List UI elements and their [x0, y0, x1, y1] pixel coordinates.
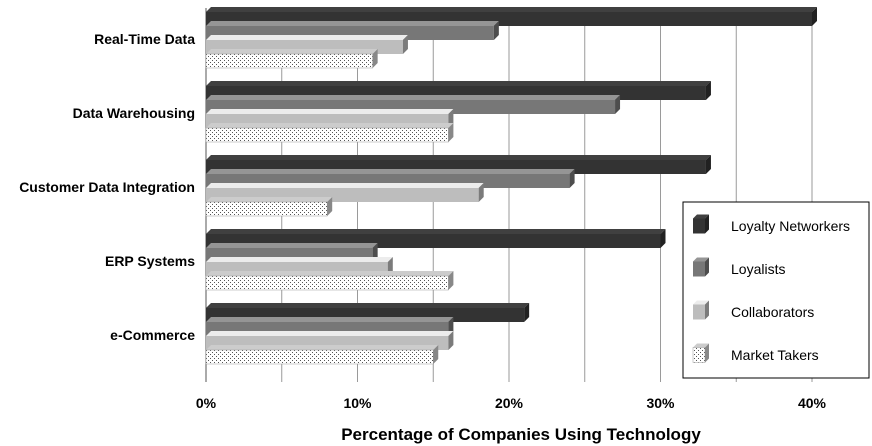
bar-top	[206, 229, 666, 234]
bar-side	[372, 49, 378, 68]
bar-top	[206, 155, 711, 160]
bar-side	[660, 229, 666, 248]
bar-side	[448, 331, 454, 350]
bar-top	[206, 35, 408, 40]
bar	[205, 271, 454, 291]
legend: Loyalty Networkers Loyalists Collaborators…	[682, 201, 870, 379]
legend-item: Market Takers	[692, 343, 819, 363]
x-tick-label: 0%	[196, 395, 217, 411]
x-tick-label: 40%	[798, 395, 827, 411]
category-group	[205, 229, 666, 291]
bar-side	[327, 197, 333, 216]
legend-swatch-side	[705, 257, 709, 277]
bar-side	[812, 7, 817, 26]
bar-top	[206, 95, 621, 100]
legend-swatch-side	[705, 300, 709, 320]
legend-item: Collaborators	[693, 300, 814, 320]
legend-swatch	[693, 218, 705, 234]
x-axis-title: Percentage of Companies Using Technology	[341, 425, 701, 444]
legend-swatch-top	[693, 343, 709, 348]
bars	[205, 7, 817, 365]
bar-top	[206, 257, 393, 262]
category-group	[205, 81, 711, 143]
category-label: ERP Systems	[105, 253, 195, 269]
category-group	[205, 7, 817, 69]
bar-side	[705, 81, 711, 100]
bar-top	[206, 123, 454, 128]
bar-front	[205, 201, 328, 217]
bar-side	[569, 169, 575, 188]
bar-top	[206, 183, 484, 188]
bar-side	[615, 95, 621, 114]
bar-front	[205, 349, 434, 365]
bar-top	[206, 317, 454, 322]
category-label: Customer Data Integration	[19, 179, 195, 195]
bar-side	[402, 35, 408, 54]
bar-front	[205, 127, 449, 143]
legend-swatch	[693, 261, 705, 277]
legend-item: Loyalists	[693, 257, 785, 277]
bar-top	[206, 7, 817, 12]
bar	[205, 345, 439, 365]
x-tick-label: 10%	[343, 395, 372, 411]
category-label: Real-Time Data	[94, 31, 195, 47]
legend-swatch	[692, 347, 706, 363]
legend-label: Market Takers	[731, 347, 819, 363]
bar	[205, 49, 378, 69]
bar-side	[448, 271, 454, 290]
legend-item: Loyalty Networkers	[693, 214, 850, 234]
bar-side	[524, 303, 530, 322]
bar-side	[705, 155, 711, 174]
legend-box	[682, 201, 870, 379]
bar	[205, 197, 333, 217]
legend-swatch-side	[705, 343, 709, 363]
bar-top	[206, 81, 711, 86]
bar-top	[206, 345, 439, 350]
x-tick-labels: 0% 10% 20% 30% 40%	[196, 395, 827, 411]
category-group	[205, 303, 530, 365]
legend-label: Loyalists	[731, 261, 785, 277]
bar-front	[205, 53, 373, 69]
bar-top	[206, 109, 454, 114]
bar-side	[478, 183, 484, 202]
bar-side	[448, 123, 454, 142]
bar-top	[206, 243, 378, 248]
legend-label: Loyalty Networkers	[731, 218, 850, 234]
gridlines	[205, 8, 813, 382]
bar-side	[493, 21, 499, 40]
bar-top	[206, 21, 499, 26]
bar-top	[206, 271, 454, 276]
category-labels: Real-Time Data Data Warehousing Customer D…	[19, 31, 195, 343]
bar	[205, 123, 454, 143]
legend-swatch-side	[705, 214, 709, 234]
bar-top	[206, 197, 333, 202]
bar-side	[433, 345, 439, 364]
bar-top	[206, 169, 575, 174]
legend-swatch-top	[693, 214, 709, 219]
x-tick-label: 30%	[646, 395, 675, 411]
legend-swatch-top	[693, 300, 709, 305]
bar-top	[206, 49, 378, 54]
category-label: Data Warehousing	[73, 105, 195, 121]
bar-top	[206, 303, 530, 308]
legend-label: Collaborators	[731, 304, 814, 320]
bar-top	[206, 331, 454, 336]
legend-swatch	[693, 304, 705, 320]
category-group	[205, 155, 711, 217]
legend-swatch-top	[693, 257, 709, 262]
bar-front	[205, 275, 449, 291]
category-label: e-Commerce	[110, 327, 195, 343]
x-tick-label: 20%	[495, 395, 524, 411]
